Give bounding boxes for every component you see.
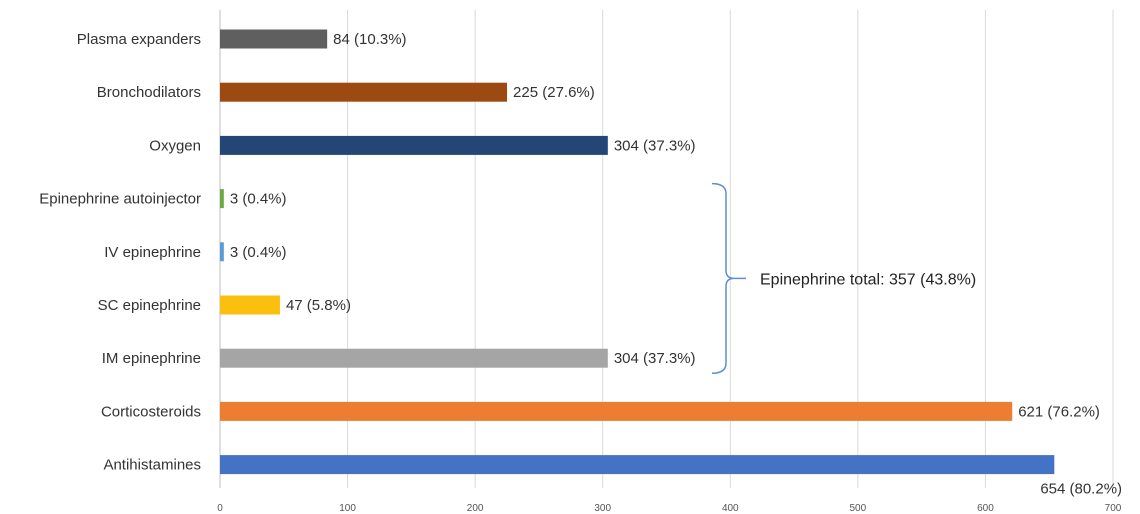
bar-7 <box>220 401 1013 421</box>
bar-3 <box>220 189 224 209</box>
data-label-4: 3 (0.4%) <box>230 244 287 261</box>
data-label-1: 225 (27.6%) <box>513 84 595 101</box>
data-label-5: 47 (5.8%) <box>286 297 351 314</box>
bars <box>220 29 1055 475</box>
data-label-0: 84 (10.3%) <box>333 31 406 48</box>
category-label-6: IM epinephrine <box>102 350 201 367</box>
x-tick-label-200: 200 <box>467 503 484 514</box>
bar-0 <box>220 29 328 49</box>
category-label-3: Epinephrine autoinjector <box>39 191 201 208</box>
epinephrine-annotation: Epinephrine total: 357 (43.8%) <box>711 182 976 374</box>
annotation-text: Epinephrine total: 357 (43.8%) <box>760 271 976 288</box>
x-axis-ticks: 0 100 200 300 400 500 600 700 <box>217 503 1122 514</box>
data-label-3: 3 (0.4%) <box>230 191 287 208</box>
x-tick-label-700: 700 <box>1105 503 1122 514</box>
data-label-2: 304 (37.3%) <box>614 137 696 154</box>
x-tick-label-300: 300 <box>594 503 611 514</box>
category-label-4: IV epinephrine <box>104 244 201 261</box>
bar-4 <box>220 242 224 262</box>
bar-1 <box>220 82 508 102</box>
category-label-5: SC epinephrine <box>98 297 201 314</box>
bar-8 <box>220 455 1055 475</box>
bar-6 <box>220 348 608 368</box>
x-tick-label-400: 400 <box>722 503 739 514</box>
x-tick-label-100: 100 <box>339 503 356 514</box>
category-label-0: Plasma expanders <box>77 31 201 48</box>
data-label-8: 654 (80.2%) <box>1040 481 1122 498</box>
x-tick-label-500: 500 <box>850 503 867 514</box>
category-label-8: Antihistamines <box>103 457 201 474</box>
labels: Plasma expanders 84 (10.3%) Bronchodilator… <box>39 31 1122 498</box>
data-label-7: 621 (76.2%) <box>1018 403 1100 420</box>
x-tick-label-600: 600 <box>977 503 994 514</box>
data-label-6: 304 (37.3%) <box>614 350 696 367</box>
bar-2 <box>220 135 608 155</box>
category-label-2: Oxygen <box>149 137 201 154</box>
category-label-1: Bronchodilators <box>97 84 201 101</box>
category-label-7: Corticosteroids <box>101 403 201 420</box>
x-tick-label-0: 0 <box>217 503 223 514</box>
bar-5 <box>220 295 280 315</box>
annotation-brace <box>711 182 735 374</box>
